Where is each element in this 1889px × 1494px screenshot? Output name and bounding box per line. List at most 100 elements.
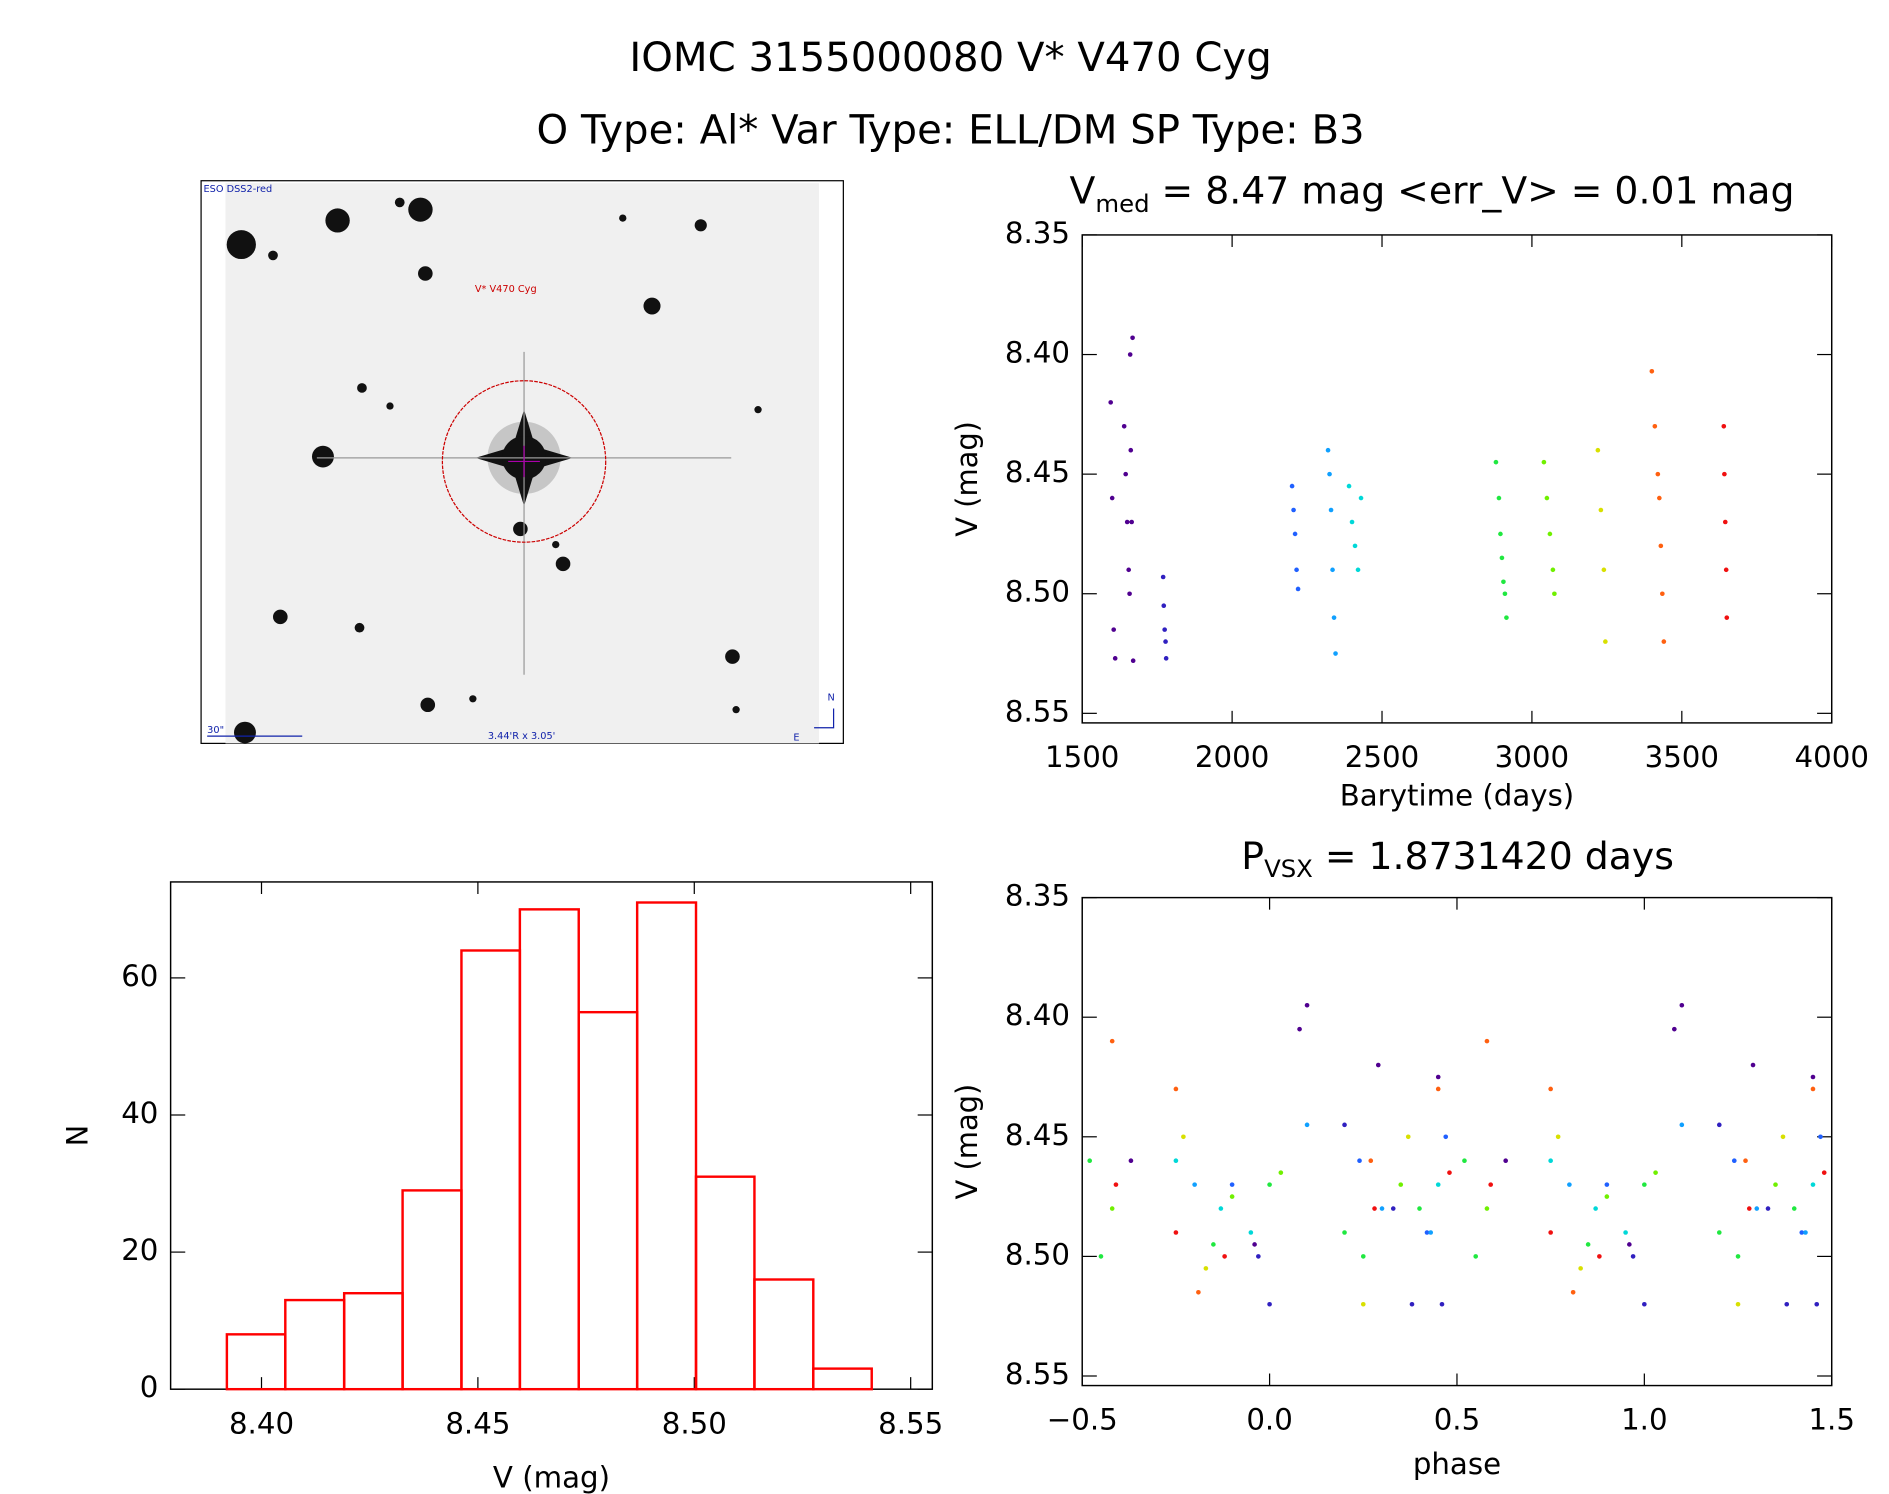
data-point [1810,1086,1816,1092]
data-point [1113,1182,1119,1187]
data-point [1346,483,1352,489]
data-point [1722,519,1728,525]
sky-image: ESO DSS2-red V* V470 Cyg 30" 3.44'R x 3.… [200,180,844,744]
data-point [1126,567,1131,573]
data-point [1597,1254,1602,1259]
data-point [1333,651,1338,656]
x-tick-label: 2500 [1345,740,1419,774]
data-point [1357,1158,1362,1164]
data-point [1604,1194,1610,1199]
data-point [1493,459,1499,465]
x-tick-label: 1.0 [1621,1403,1668,1437]
data-point [1435,1074,1441,1080]
figure-subtitle: O Type: Al* Var Type: ELL/DM SP Type: B3 [537,108,1365,154]
data-point [1627,1242,1632,1247]
data-point [1229,1182,1235,1187]
data-point [1578,1266,1583,1271]
data-point [1127,591,1132,597]
data-point [1818,1134,1823,1140]
x-axis-label: phase [1413,1447,1501,1481]
data-point [1211,1242,1216,1247]
data-point [1160,574,1166,580]
data-point [1267,1301,1272,1307]
y-tick-label: 20 [121,1233,158,1267]
data-point [1349,519,1355,525]
data-point [1424,1230,1430,1235]
x-tick-label: 1500 [1045,740,1119,774]
data-point [1130,658,1136,664]
data-point [1294,567,1299,573]
x-tick-label: 8.55 [878,1406,943,1440]
data-point [1722,471,1727,477]
data-point [1679,1002,1685,1008]
data-point [1548,1086,1553,1092]
data-point [1721,424,1727,429]
histogram-bar [577,1010,639,1391]
data-point [1123,471,1129,477]
x-tick-label: 4000 [1795,740,1869,774]
y-tick-label: 8.50 [1005,1238,1070,1272]
data-point [1128,447,1134,453]
data-point [1163,656,1169,661]
data-point [1297,1026,1302,1032]
x-tick-label: 3500 [1645,740,1719,774]
image-survey: ESO DSS2-red [204,184,273,195]
data-point [1496,495,1502,501]
x-tick-label: 0.0 [1246,1403,1293,1437]
data-point [1552,591,1557,597]
data-point [1289,483,1295,489]
data-point [1814,1301,1820,1307]
data-point [1604,1182,1610,1187]
data-point [1355,567,1361,573]
data-point [1484,1206,1490,1211]
data-point [1256,1254,1261,1259]
data-point [1603,639,1608,644]
data-point [1765,1206,1771,1211]
data-point [1672,1026,1677,1032]
data-point [1196,1289,1201,1295]
data-point [1181,1134,1186,1140]
data-point [1352,543,1358,549]
data-point [1623,1230,1628,1235]
data-point [1173,1086,1179,1092]
data-point [1746,1206,1752,1211]
data-point [1342,1122,1347,1128]
data-point [1642,1182,1647,1187]
data-point [1121,424,1127,429]
data-point [1218,1206,1224,1211]
data-point [1229,1194,1235,1199]
data-point [1325,447,1331,453]
data-point [1330,567,1335,573]
data-point [1716,1230,1722,1235]
data-point [1548,1230,1553,1235]
data-point [1328,507,1334,513]
data-point [1439,1301,1445,1307]
x-tick-label: 8.40 [229,1406,294,1440]
y-tick-label: 8.50 [1005,575,1070,609]
y-tick-label: 8.40 [1005,998,1070,1032]
data-point [1379,1206,1385,1211]
data-point [1417,1206,1422,1211]
histogram-bar [401,1189,463,1391]
data-point [1595,447,1601,453]
data-point [1109,495,1115,501]
data-point [1555,1134,1561,1140]
y-tick-label: 8.45 [1005,455,1070,489]
data-point [1661,639,1667,644]
histogram-bar [753,1278,815,1391]
data-point [1821,1170,1827,1175]
data-point [1593,1206,1598,1211]
data-point [1252,1242,1257,1247]
data-point [1799,1230,1805,1235]
y-tick-label: 0 [140,1370,159,1404]
histogram-bar [284,1298,346,1391]
x-tick-label: 8.50 [662,1406,727,1440]
data-point [1679,1122,1685,1128]
data-point [1331,615,1337,620]
data-point [1109,1206,1115,1211]
data-point [1780,1134,1786,1140]
data-point [1372,1206,1377,1211]
data-point [1375,1062,1381,1068]
data-point [1601,567,1607,573]
x-tick-label: 2000 [1195,740,1269,774]
